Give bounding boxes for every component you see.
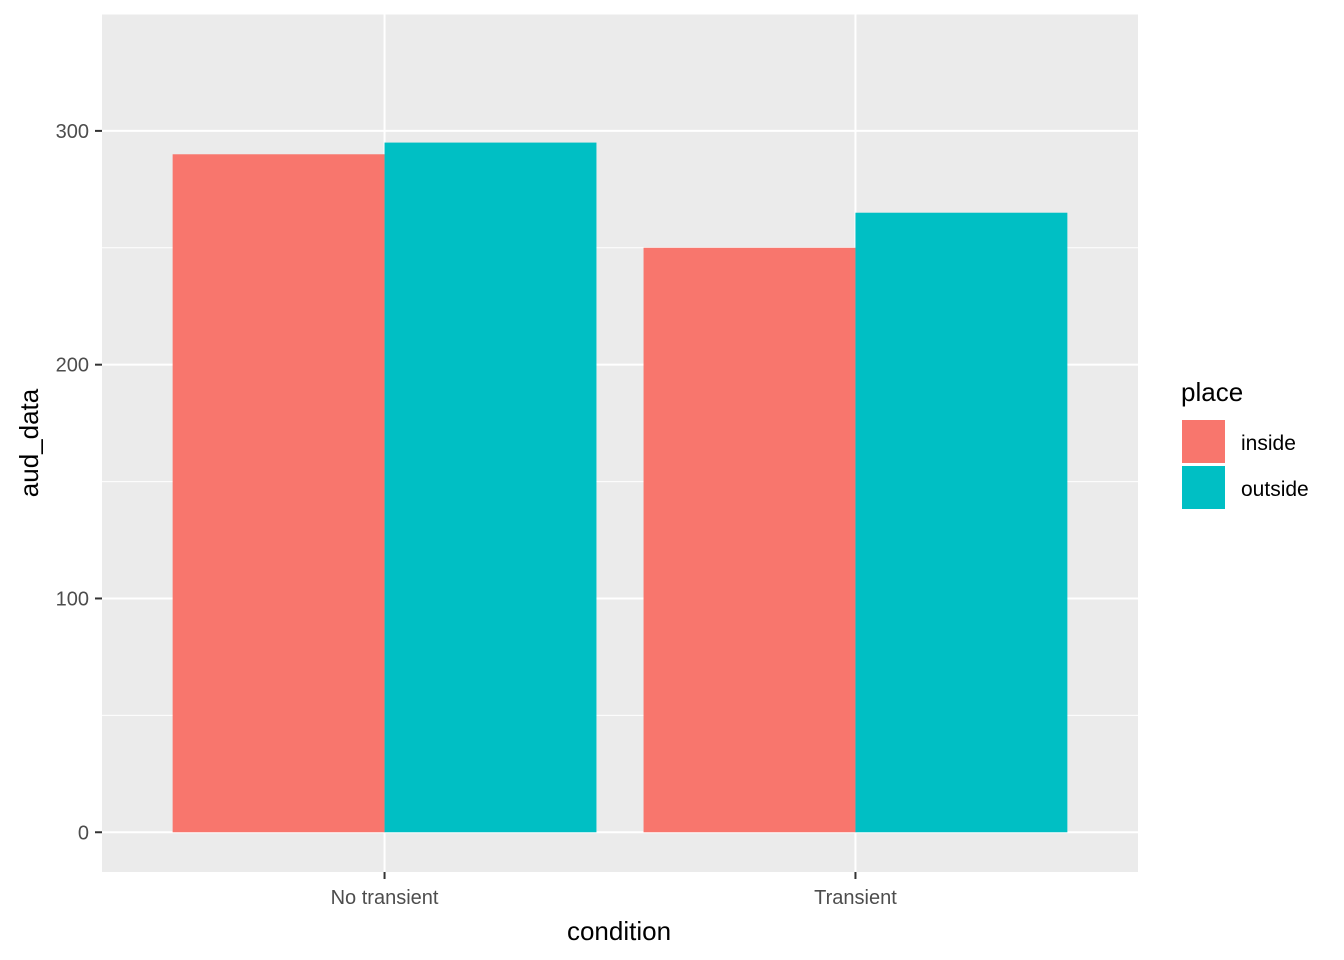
- x-tick-label: No transient: [331, 887, 439, 909]
- legend-label-outside: outside: [1241, 478, 1309, 501]
- bar-outside: [384, 142, 597, 833]
- axes: 0 100 200 300 No transient Transient: [56, 121, 898, 909]
- legend-key-outside: [1182, 466, 1225, 509]
- y-tick-label: 0: [78, 822, 89, 844]
- y-tick-label: 200: [56, 355, 89, 377]
- bar-inside: [172, 154, 385, 833]
- bars: [172, 142, 1068, 833]
- legend-key-inside: [1182, 420, 1225, 463]
- legend: place inside outside: [1181, 377, 1309, 509]
- y-axis-title: aud_data: [14, 388, 44, 497]
- y-tick-label: 100: [56, 588, 89, 610]
- x-tick-label: Transient: [814, 887, 897, 909]
- bar-outside: [855, 212, 1068, 833]
- bar-inside: [643, 247, 856, 833]
- y-tick-label: 300: [56, 121, 89, 143]
- legend-items: inside outside: [1182, 420, 1309, 509]
- legend-title: place: [1181, 377, 1243, 407]
- legend-label-inside: inside: [1241, 432, 1296, 455]
- x-axis-title: condition: [567, 916, 671, 946]
